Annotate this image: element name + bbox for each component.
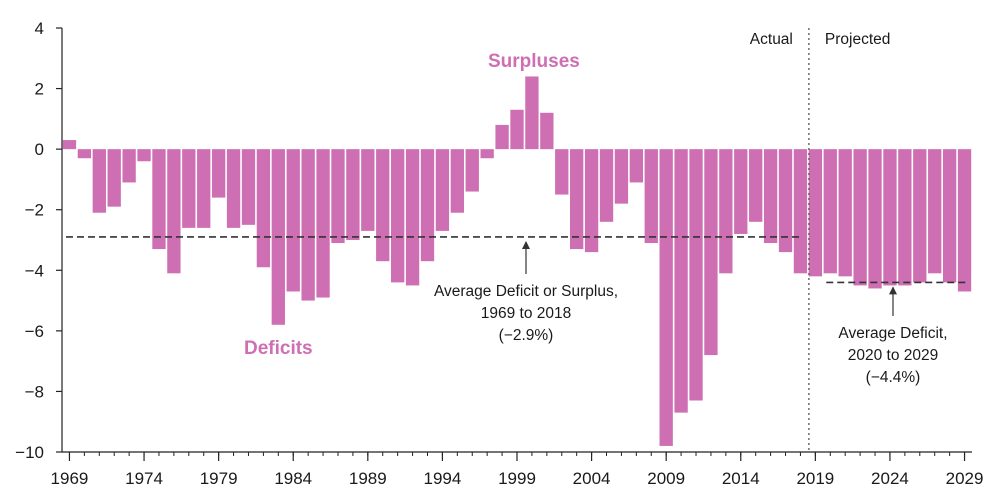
x-tick-label: 2024 [871, 469, 909, 488]
bar-1976 [167, 149, 181, 274]
x-tick-label: 2014 [722, 469, 760, 488]
surpluses-label: Surpluses [488, 51, 580, 72]
bar-2004 [584, 149, 599, 253]
bar-1999 [510, 109, 524, 150]
x-tick-label: 1989 [349, 469, 387, 488]
bar-1993 [420, 149, 435, 262]
x-tick-label: 1979 [200, 469, 238, 488]
bar-1969 [62, 140, 77, 150]
y-tick-label: −6 [25, 322, 44, 341]
x-tick-label: 1974 [125, 469, 163, 488]
bar-2028 [942, 149, 957, 283]
bar-2023 [868, 149, 882, 289]
bar-2010 [674, 149, 688, 413]
bar-2017 [778, 149, 793, 253]
x-tick-label: 2004 [573, 469, 611, 488]
bar-2027 [928, 149, 942, 274]
bar-1988 [346, 149, 360, 240]
bar-2020 [823, 149, 837, 274]
bar-1995 [450, 149, 464, 213]
average-annotation-line: 1969 to 2018 [481, 305, 572, 322]
bar-1978 [197, 149, 211, 228]
x-tick-label: 2029 [946, 469, 984, 488]
x-tick-label: 1984 [274, 469, 312, 488]
x-tick-label: 1999 [498, 469, 536, 488]
bar-1972 [107, 149, 121, 207]
bar-2021 [838, 149, 852, 277]
projected-label: Projected [825, 31, 890, 48]
bar-2019 [808, 149, 823, 277]
bar-1991 [391, 149, 405, 283]
x-tick-label: 1969 [51, 469, 89, 488]
deficits-label: Deficits [244, 338, 313, 359]
x-tick-label: 2009 [647, 469, 685, 488]
bar-1977 [182, 149, 196, 228]
bar-2008 [644, 149, 658, 244]
x-tick-label: 2019 [796, 469, 834, 488]
y-axis-ticks: 4 2 0 −2 −4 −6 −8 −10 [15, 19, 62, 462]
bar-1997 [480, 149, 494, 159]
bar-1971 [92, 149, 106, 213]
bar-2014 [734, 149, 748, 234]
bar-2003 [570, 149, 584, 250]
average-annotation-line: Average Deficit, [838, 325, 947, 342]
bar-1985 [301, 149, 315, 301]
average-annotation-line: 2020 to 2029 [848, 347, 939, 364]
bar-2002 [555, 149, 569, 195]
bar-2026 [913, 149, 927, 283]
bar-1994 [435, 149, 450, 231]
bar-1982 [256, 149, 271, 268]
annotation-arrow-head [522, 240, 530, 249]
y-tick-label: −2 [25, 201, 44, 220]
bar-2000 [525, 76, 539, 150]
bar-1979 [211, 149, 226, 198]
bar-2012 [704, 149, 718, 356]
y-tick-label: 2 [35, 80, 44, 99]
bar-1980 [226, 149, 241, 228]
bar-2024 [883, 149, 897, 286]
y-tick-label: −4 [25, 261, 44, 280]
bar-1970 [77, 149, 92, 159]
bar-2013 [719, 149, 733, 274]
y-tick-label: 4 [35, 19, 44, 38]
bar-1992 [405, 149, 420, 286]
x-tick-label: 1994 [423, 469, 461, 488]
bar-2007 [629, 149, 644, 183]
annotation-arrow-head [889, 286, 897, 295]
bar-1989 [361, 149, 375, 231]
bar-2016 [763, 149, 778, 244]
x-axis-ticks: 1969 1974 1979 1984 1989 1994 1999 2004 2009 2014… [51, 452, 984, 488]
bar-1990 [376, 149, 390, 262]
y-tick-label: −8 [25, 382, 44, 401]
bar-2011 [689, 149, 703, 401]
bar-1981 [241, 149, 256, 225]
bar-1998 [495, 124, 509, 150]
bar-2009 [659, 149, 673, 446]
bar-2005 [599, 149, 614, 222]
bar-2029 [957, 149, 972, 292]
bar-2006 [614, 149, 629, 204]
bar-2001 [540, 112, 554, 150]
reference-lines-layer: Average Deficit or Surplus, 1969 to 2018 (… [66, 236, 969, 386]
average-annotation-line: (−4.4%) [866, 369, 921, 386]
bar-1986 [316, 149, 330, 298]
bar-1984 [286, 149, 300, 292]
bar-2015 [749, 149, 763, 222]
y-tick-label: −10 [15, 443, 44, 462]
average-annotation-line: (−2.9%) [499, 327, 554, 344]
bar-2018 [793, 149, 808, 274]
bar-1996 [465, 149, 479, 192]
bar-1973 [122, 149, 136, 183]
bar-2022 [853, 149, 867, 286]
y-tick-label: 0 [35, 140, 44, 159]
actual-label: Actual [750, 31, 793, 48]
bars-layer [62, 76, 972, 446]
bar-1987 [331, 149, 345, 244]
bar-1975 [152, 149, 166, 250]
bar-2025 [898, 149, 912, 286]
bar-1974 [137, 149, 151, 162]
average-annotation-line: Average Deficit or Surplus, [434, 283, 618, 300]
